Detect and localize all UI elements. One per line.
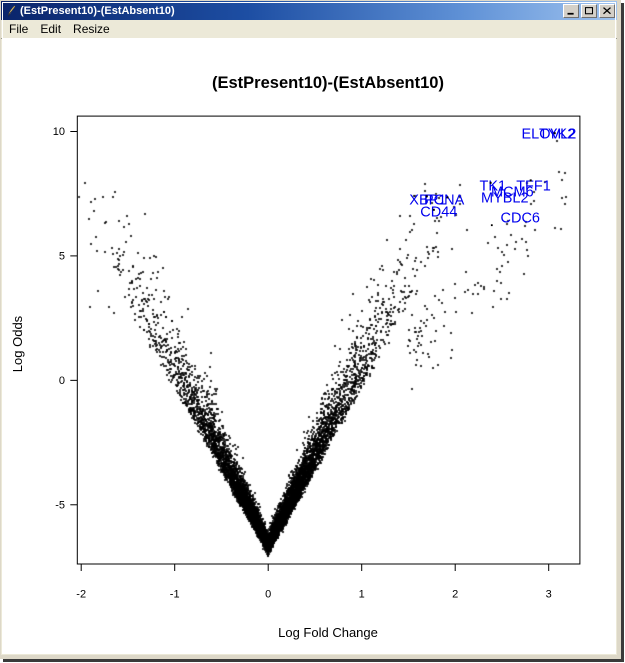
svg-text:2: 2 <box>452 589 458 601</box>
svg-text:MCM6: MCM6 <box>491 185 534 201</box>
svg-text:0: 0 <box>265 589 271 601</box>
svg-text:CDC6: CDC6 <box>501 211 540 227</box>
svg-text:-5: -5 <box>55 500 65 512</box>
svg-text:0: 0 <box>59 375 65 387</box>
svg-text:-1: -1 <box>170 589 180 601</box>
svg-text:Log Odds: Log Odds <box>10 315 25 372</box>
svg-text:1: 1 <box>359 589 365 601</box>
svg-text:3: 3 <box>546 589 552 601</box>
svg-text:-2: -2 <box>76 589 86 601</box>
svg-text:TYK2: TYK2 <box>539 127 575 143</box>
svg-text:(EstPresent10)-(EstAbsent10): (EstPresent10)-(EstAbsent10) <box>212 74 444 92</box>
svg-text:5: 5 <box>59 251 65 263</box>
svg-text:10: 10 <box>53 126 65 138</box>
svg-text:CD44: CD44 <box>420 205 457 221</box>
svg-text:Log Fold Change: Log Fold Change <box>278 625 378 640</box>
